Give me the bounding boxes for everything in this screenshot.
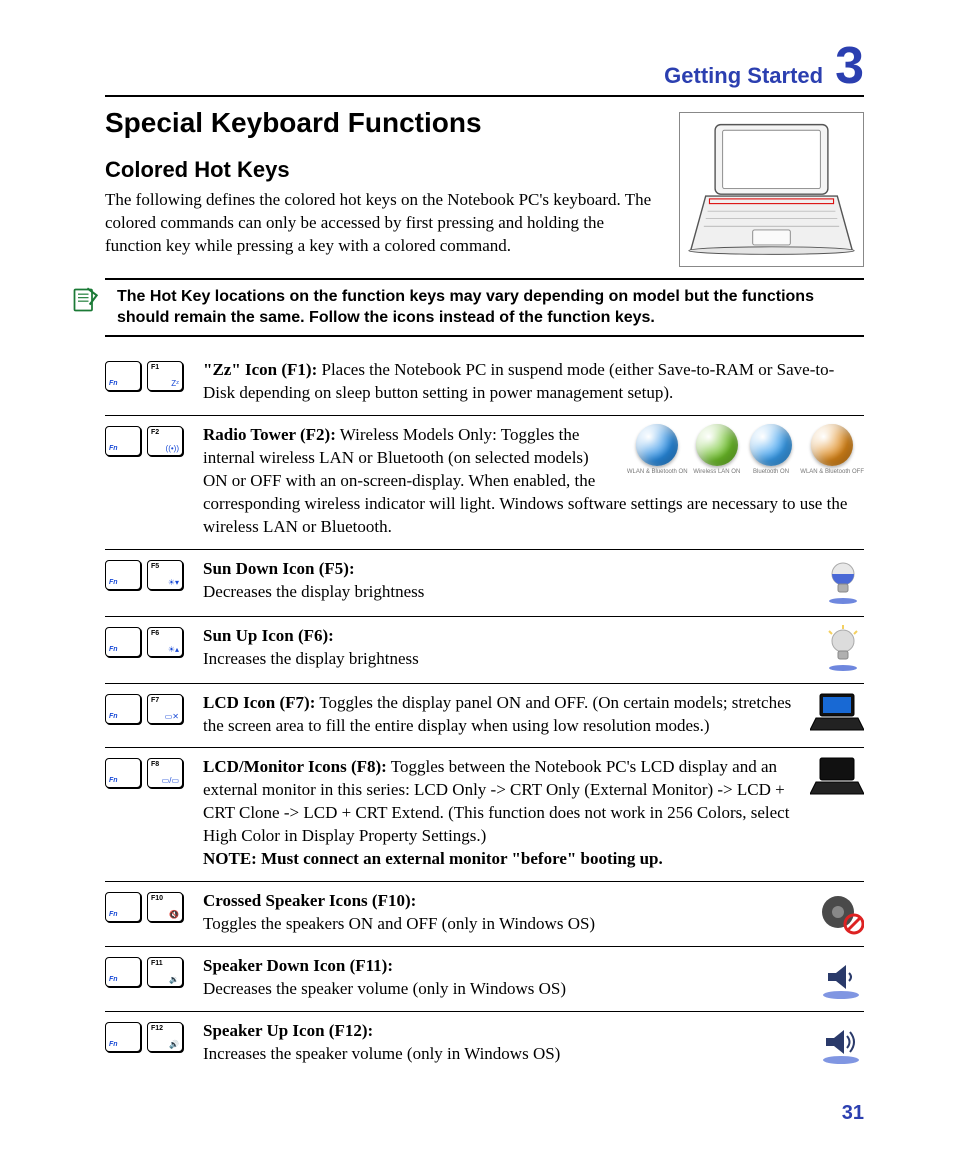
key-combo: Fn F1 Zᶻ	[105, 359, 197, 391]
hotkey-text: Decreases the display brightness	[203, 582, 424, 601]
f5-key-icon: F5 ☀▾	[147, 560, 183, 590]
chapter-number: 3	[835, 40, 864, 92]
hotkey-title: Speaker Down Icon (F11):	[203, 956, 393, 975]
key-combo: Fn F2 ((•))	[105, 424, 197, 456]
lcd-off-icon	[810, 756, 864, 798]
key-combo: Fn F6 ☀▴	[105, 625, 197, 657]
hotkey-row-f7: Fn F7 ▭✕ LCD Icon (F7): Toggles the disp…	[105, 684, 864, 749]
hotkey-text: Toggles the speakers ON and OFF (only in…	[203, 914, 595, 933]
hotkey-description: Speaker Down Icon (F11): Decreases the s…	[197, 955, 808, 1001]
f7-key-icon: F7 ▭✕	[147, 694, 183, 724]
hotkey-title: LCD Icon (F7):	[203, 693, 315, 712]
hotkey-description: LCD Icon (F7): Toggles the display panel…	[197, 692, 800, 738]
hotkey-row-f11: Fn F11 🔉 Speaker Down Icon (F11): Decrea…	[105, 947, 864, 1012]
fn-key-icon: Fn	[105, 426, 141, 456]
key-combo: Fn F12 🔊	[105, 1020, 197, 1052]
fn-key-icon: Fn	[105, 957, 141, 987]
key-combo: Fn F8 ▭/▭	[105, 756, 197, 788]
page-number: 31	[105, 1102, 864, 1125]
hotkey-row-f6: Fn F6 ☀▴ Sun Up Icon (F6): Increases the…	[105, 617, 864, 684]
hotkey-row-f2: Fn F2 ((•)) WLAN & Bluetooth ON Wireless…	[105, 416, 864, 550]
speaker-mute-icon	[818, 890, 864, 936]
wireless-status-icons: WLAN & Bluetooth ON Wireless LAN ON Blue…	[627, 424, 864, 476]
fn-key-icon: Fn	[105, 1022, 141, 1052]
hotkey-text: Decreases the speaker volume (only in Wi…	[203, 979, 566, 998]
hotkey-description: WLAN & Bluetooth ON Wireless LAN ON Blue…	[197, 424, 864, 539]
hotkey-row-f8: Fn F8 ▭/▭ LCD/Monitor Icons (F8): Toggle…	[105, 748, 864, 882]
f1-key-icon: F1 Zᶻ	[147, 361, 183, 391]
f10-key-icon: F10 🔇	[147, 892, 183, 922]
f11-key-icon: F11 🔉	[147, 957, 183, 987]
volume-up-icon	[818, 1020, 864, 1066]
hotkey-description: Sun Up Icon (F6): Increases the display …	[197, 625, 812, 671]
brightness-up-icon	[822, 625, 864, 673]
hotkey-list: Fn F1 Zᶻ "Zz" Icon (F1): Places the Note…	[105, 351, 864, 1076]
hotkey-description: Speaker Up Icon (F12): Increases the spe…	[197, 1020, 808, 1066]
page-header: Getting Started 3	[105, 40, 864, 97]
hotkey-title: Sun Up Icon (F6):	[203, 626, 334, 645]
f6-key-icon: F6 ☀▴	[147, 627, 183, 657]
note-block: The Hot Key locations on the function ke…	[105, 278, 864, 337]
fn-key-icon: Fn	[105, 361, 141, 391]
section-title: Getting Started	[664, 63, 823, 95]
hotkey-row-f5: Fn F5 ☀▾ Sun Down Icon (F5): Decreases t…	[105, 550, 864, 617]
manual-page: Getting Started 3 Special Keyboard Funct…	[0, 0, 954, 1155]
hotkey-title: Speaker Up Icon (F12):	[203, 1021, 373, 1040]
hotkey-title: LCD/Monitor Icons (F8):	[203, 757, 387, 776]
fn-key-icon: Fn	[105, 758, 141, 788]
key-combo: Fn F10 🔇	[105, 890, 197, 922]
brightness-down-icon	[822, 558, 864, 606]
f8-key-icon: F8 ▭/▭	[147, 758, 183, 788]
hotkey-description: Sun Down Icon (F5): Decreases the displa…	[197, 558, 812, 604]
hotkey-note: NOTE: Must connect an external monitor "…	[203, 849, 663, 868]
hotkey-title: "Zz" Icon (F1):	[203, 360, 317, 379]
fn-key-icon: Fn	[105, 560, 141, 590]
key-combo: Fn F11 🔉	[105, 955, 197, 987]
fn-key-icon: Fn	[105, 694, 141, 724]
fn-key-icon: Fn	[105, 892, 141, 922]
note-icon	[71, 286, 99, 319]
hotkey-title: Radio Tower (F2):	[203, 425, 336, 444]
laptop-illustration	[679, 112, 864, 267]
hotkey-title: Sun Down Icon (F5):	[203, 559, 355, 578]
hotkey-description: "Zz" Icon (F1): Places the Notebook PC i…	[197, 359, 864, 405]
wireless-orb-icon	[811, 424, 853, 466]
hotkey-row-f10: Fn F10 🔇 Crossed Speaker Icons (F10): To…	[105, 882, 864, 947]
hotkey-description: Crossed Speaker Icons (F10): Toggles the…	[197, 890, 808, 936]
hotkey-row-f1: Fn F1 Zᶻ "Zz" Icon (F1): Places the Note…	[105, 351, 864, 416]
wireless-orb-icon	[750, 424, 792, 466]
wireless-orb-icon	[696, 424, 738, 466]
volume-down-icon	[818, 955, 864, 1001]
hotkey-text: Increases the speaker volume (only in Wi…	[203, 1044, 560, 1063]
hotkey-description: LCD/Monitor Icons (F8): Toggles between …	[197, 756, 800, 871]
f2-key-icon: F2 ((•))	[147, 426, 183, 456]
f12-key-icon: F12 🔊	[147, 1022, 183, 1052]
lcd-on-icon	[810, 692, 864, 734]
key-combo: Fn F7 ▭✕	[105, 692, 197, 724]
note-text: The Hot Key locations on the function ke…	[105, 286, 864, 329]
hotkey-title: Crossed Speaker Icons (F10):	[203, 891, 416, 910]
wireless-orb-icon	[636, 424, 678, 466]
hotkey-row-f12: Fn F12 🔊 Speaker Up Icon (F12): Increase…	[105, 1012, 864, 1076]
fn-key-icon: Fn	[105, 627, 141, 657]
key-combo: Fn F5 ☀▾	[105, 558, 197, 590]
hotkey-text: Increases the display brightness	[203, 649, 419, 668]
